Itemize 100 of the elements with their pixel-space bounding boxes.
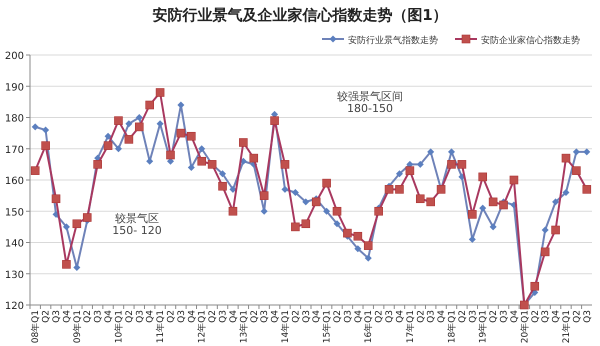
- point: [490, 223, 497, 230]
- x-tick-label: 19年Q1: [478, 310, 489, 344]
- y-tick-label: 200: [4, 51, 24, 62]
- x-tick-label: Q4: [354, 310, 364, 323]
- x-tick-label: Q4: [510, 310, 520, 323]
- point: [322, 178, 331, 188]
- point: [416, 194, 425, 204]
- point: [145, 100, 154, 110]
- x-tick-label: Q3: [500, 310, 510, 323]
- x-tick-label: Q3: [468, 310, 478, 323]
- point: [156, 88, 164, 97]
- point: [229, 186, 236, 193]
- y-tick-label: 120: [4, 301, 24, 312]
- x-tick-label: Q4: [312, 310, 322, 323]
- y-tick-label: 150: [4, 207, 24, 218]
- x-tick-label: Q2: [458, 310, 468, 323]
- x-tick-label: Q4: [187, 310, 198, 323]
- x-tick-label: Q3: [135, 310, 146, 323]
- point: [249, 154, 258, 162]
- point: [478, 172, 488, 182]
- point: [52, 194, 60, 204]
- x-tick-label: 15年Q1: [322, 310, 333, 344]
- x-tick-label: 18年Q1: [446, 310, 458, 344]
- x-tick-label: Q3: [426, 310, 437, 323]
- x-tick-label: 11年Q1: [155, 310, 166, 344]
- x-tick-label: Q2: [83, 310, 94, 323]
- legend-label: 安防企业家信心指数走势: [481, 35, 580, 46]
- point: [395, 185, 404, 194]
- point: [125, 120, 132, 128]
- x-tick-label: 08年Q1: [30, 310, 42, 344]
- point: [228, 206, 238, 216]
- point: [42, 126, 50, 134]
- point: [104, 141, 112, 150]
- point: [198, 145, 206, 152]
- point: [354, 232, 362, 241]
- x-tick-label: Q3: [541, 310, 552, 323]
- x-tick-label: 12年Q1: [196, 310, 208, 344]
- point: [334, 220, 341, 228]
- point: [468, 210, 477, 219]
- point: [583, 148, 590, 156]
- point: [187, 132, 196, 141]
- y-tick-label: 140: [4, 238, 24, 250]
- point: [62, 223, 70, 230]
- x-tick-label: Q3: [218, 310, 229, 323]
- point: [479, 204, 486, 212]
- point: [364, 241, 373, 250]
- point: [488, 198, 498, 206]
- x-tick-label: Q4: [270, 310, 281, 323]
- point: [104, 132, 112, 140]
- point: [260, 208, 268, 215]
- x-tick-label: 16年Q1: [363, 310, 374, 344]
- point: [510, 176, 518, 184]
- x-tick-label: Q4: [437, 310, 448, 323]
- x-tick-label: 14年Q1: [280, 310, 291, 344]
- point: [291, 222, 300, 232]
- point: [270, 116, 279, 125]
- point: [93, 160, 102, 169]
- y-tick-label: 160: [4, 176, 24, 187]
- point: [82, 213, 92, 222]
- point: [427, 148, 434, 156]
- x-tick-label: Q3: [260, 310, 270, 323]
- point: [572, 148, 580, 156]
- point: [260, 191, 268, 200]
- point: [301, 219, 310, 228]
- x-tick-label: Q3: [302, 310, 312, 323]
- point: [41, 141, 50, 150]
- x-tick-label: Q2: [166, 310, 176, 323]
- x-tick-label: Q4: [552, 310, 562, 323]
- point: [323, 208, 330, 215]
- point: [114, 145, 122, 152]
- x-tick-label: Q2: [489, 310, 500, 323]
- x-tick-label: Q4: [228, 310, 239, 323]
- x-tick-label: Q4: [395, 310, 406, 323]
- x-tick-label: Q2: [572, 310, 582, 323]
- point: [332, 206, 342, 216]
- point: [177, 102, 184, 108]
- x-tick-label: 20年Q1: [519, 310, 530, 344]
- point: [302, 198, 310, 206]
- y-tick-label: 130: [4, 270, 24, 281]
- point: [562, 189, 570, 196]
- x-tick-label: 10年Q1: [113, 310, 124, 344]
- point: [146, 158, 154, 165]
- point: [426, 198, 435, 206]
- x-tick-label: Q2: [291, 310, 302, 323]
- x-tick-label: Q2: [208, 310, 218, 323]
- point: [458, 160, 466, 169]
- chart-title: 安防行业景气及企业家信心指数走势（图1）: [152, 6, 448, 24]
- x-tick-label: Q2: [374, 310, 385, 323]
- point: [72, 219, 82, 228]
- annotation: 180-150: [347, 102, 393, 115]
- x-tick-label: Q2: [42, 310, 52, 323]
- point: [364, 254, 372, 262]
- point: [551, 226, 560, 234]
- x-tick-label: Q3: [385, 310, 396, 323]
- point: [134, 122, 144, 132]
- x-tick-label: Q4: [62, 310, 72, 323]
- point: [562, 154, 570, 162]
- point: [406, 166, 414, 175]
- point: [197, 156, 206, 166]
- annotation: 较景气区: [115, 212, 159, 225]
